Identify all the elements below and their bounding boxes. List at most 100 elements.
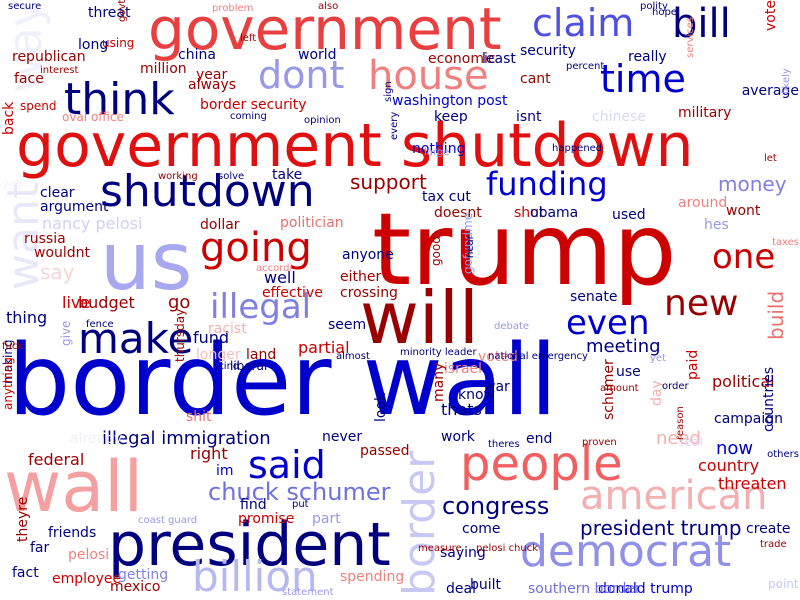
word-keep: keep (434, 109, 468, 125)
word-politician: politician (280, 215, 344, 231)
word-percent: percent (566, 61, 605, 72)
word-left: left (240, 33, 257, 44)
word-will: will (360, 276, 479, 360)
word-million: million (140, 61, 187, 77)
word-sign: sign (383, 81, 394, 102)
word-face: face (14, 71, 44, 87)
word-american: american (580, 473, 768, 519)
word-war: war (484, 379, 510, 395)
word-know: know (458, 387, 495, 403)
word-well: well (264, 268, 296, 287)
word-take: take (272, 167, 303, 183)
word-fund: fund (193, 328, 230, 347)
word-economic: economic (428, 51, 496, 67)
word-yes: yes (2, 177, 23, 191)
word-come: come (462, 521, 501, 537)
word-coming: coming (230, 111, 267, 122)
word-even: even (566, 303, 650, 343)
word-far: far (30, 540, 50, 556)
word-good: good (429, 236, 443, 266)
word-funding: funding (486, 165, 608, 203)
word-im: im (216, 463, 234, 479)
word-solve: solve (218, 171, 245, 182)
word-debate: debate (494, 321, 530, 332)
word-border-wall: border wall (8, 324, 558, 438)
word-doesnt: doesnt (434, 205, 482, 221)
word-time: time (600, 57, 686, 101)
word-country: country (698, 456, 760, 475)
word-hes: hes (704, 217, 729, 233)
word-democrat: democrat (520, 526, 732, 577)
word-let: let (764, 153, 777, 164)
word-right: right (190, 444, 228, 463)
word-taxes: taxes (771, 237, 799, 248)
word-paid: paid (685, 349, 701, 380)
word-vote: vote (763, 0, 779, 31)
word-china: china (178, 47, 216, 63)
word-find: find (240, 497, 267, 513)
word-longer: longer (196, 347, 241, 363)
word-said: said (248, 443, 326, 487)
word-one: one (712, 237, 776, 277)
word-us: us (100, 215, 193, 308)
word-israel: israel (444, 361, 483, 377)
word-statement: statement (282, 587, 334, 598)
word-partial: partial (298, 338, 350, 357)
word-accordi: accordi (256, 263, 293, 274)
word-effective: effective (262, 285, 323, 301)
word-campaign: campaign (714, 411, 784, 427)
word-billion: billion (192, 552, 318, 600)
word-house: house (368, 53, 489, 99)
word-border: border (394, 450, 445, 596)
word-coast-guard: coast guard (138, 515, 198, 526)
word-nothing: nothing (412, 141, 466, 157)
word-border-security: border security (200, 97, 307, 113)
word-anyone: anyone (342, 247, 394, 263)
word-likely: likely (781, 68, 792, 94)
word-land: land (246, 347, 277, 363)
word-deal: deal (446, 581, 476, 597)
word-already: already (70, 431, 123, 447)
word-anything: anything (1, 357, 15, 410)
word-point: point (768, 577, 799, 591)
word-thats: thats (441, 400, 482, 419)
word-promise: promise (238, 511, 295, 527)
word-built: built (470, 577, 502, 593)
word-now: now (716, 438, 754, 459)
word-govt: govt (117, 0, 128, 23)
word-cant: cant (520, 71, 551, 87)
word-world: world (298, 47, 337, 63)
word-claim: claim (532, 1, 635, 45)
word-thing: thing (6, 308, 48, 327)
word-friends: friends (48, 525, 97, 541)
word-new: new (664, 283, 739, 324)
word-southern-border: southern border (528, 581, 641, 597)
word-services: services (685, 16, 696, 58)
word-employee: employee (52, 571, 122, 587)
word-trade: trade (760, 539, 787, 550)
word-congress: congress (442, 492, 550, 520)
word-almost: almost (336, 351, 370, 362)
word-wont: wont (726, 203, 761, 219)
word-year: year (196, 67, 228, 83)
word-large: large (424, 147, 450, 158)
word-budget: budget (78, 293, 135, 312)
word-mexico: mexico (110, 579, 161, 595)
word-used: used (612, 207, 646, 223)
word-racist: racist (208, 321, 247, 337)
word-part: part (312, 511, 341, 527)
word-happened: happened (552, 143, 603, 154)
word-people: people (460, 436, 623, 492)
word-liberal: liberal (230, 359, 268, 373)
word-national-emergency: national emergency (488, 351, 588, 362)
word-republican: republican (12, 49, 86, 65)
word-need: need (656, 428, 701, 449)
word-working: working (158, 171, 198, 182)
word-dollar: dollar (200, 217, 240, 233)
word-end: end (526, 431, 553, 447)
word-going: going (200, 225, 312, 271)
word-dont: dont (258, 53, 345, 97)
word-theres: theres (488, 439, 520, 450)
word-measure: measure (418, 543, 462, 554)
word-reason: reason (675, 406, 686, 440)
